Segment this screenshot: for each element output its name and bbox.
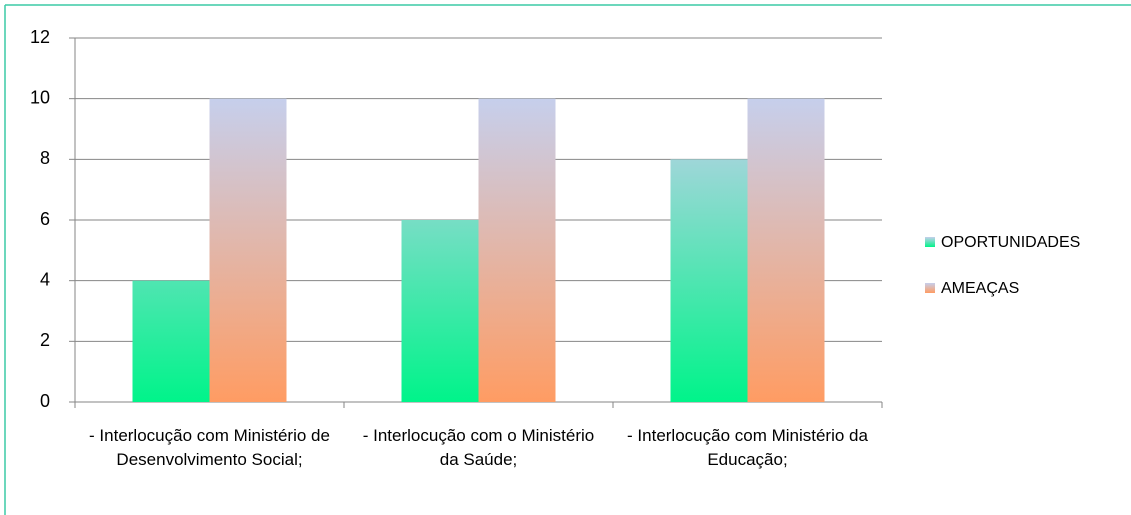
y-tick-label: 2	[40, 330, 50, 350]
x-tick-label: - Interlocução com Ministério de Desenvo…	[89, 426, 330, 469]
y-tick-label: 4	[40, 269, 50, 289]
legend-label: OPORTUNIDADES	[941, 234, 1080, 251]
y-tick-label: 10	[30, 87, 50, 107]
bar	[132, 280, 210, 402]
x-tick-label: - Interlocução com o Ministério da Saúde…	[362, 426, 595, 469]
y-tick-label: 8	[40, 148, 50, 168]
y-tick-label: 12	[30, 27, 50, 47]
legend-swatch	[925, 283, 935, 293]
y-tick-label: 6	[40, 209, 50, 229]
bar	[209, 98, 287, 403]
bar	[670, 159, 748, 402]
bar	[478, 98, 556, 403]
y-tick-label: 0	[40, 391, 50, 411]
bar	[747, 98, 825, 403]
bar	[401, 220, 479, 402]
x-tick-label: - Interlocução com Ministério da Educaçã…	[627, 426, 868, 469]
legend-swatch	[925, 237, 935, 247]
legend-label: AMEAÇAS	[941, 280, 1019, 297]
